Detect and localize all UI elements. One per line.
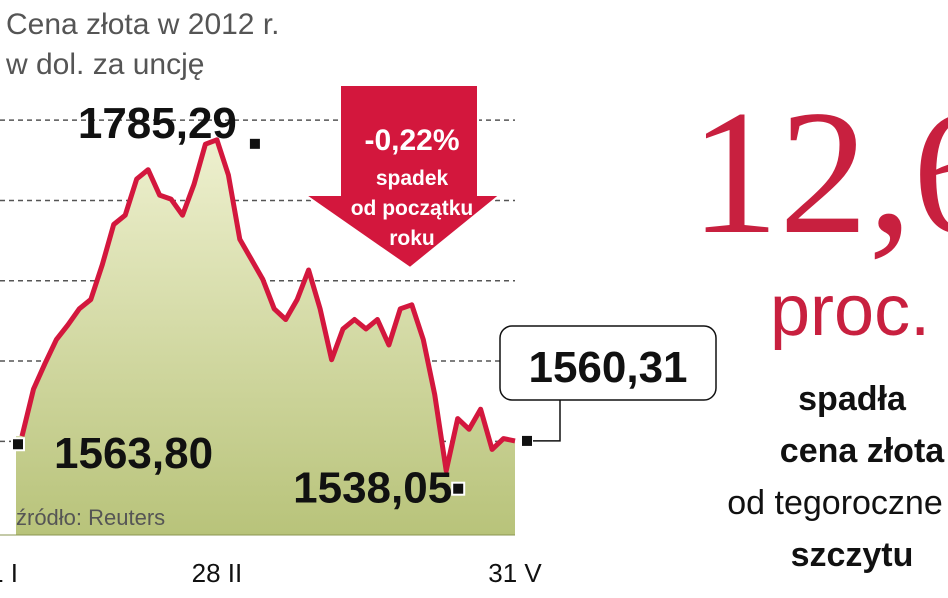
headline-text: szczytu (791, 536, 914, 574)
change-text: od początku (351, 197, 474, 220)
headline-text: spadła (798, 380, 907, 418)
value-label: 1560,31 (528, 343, 687, 392)
source: źródło: Reuters (16, 505, 165, 530)
point-marker (451, 481, 466, 496)
x-tick-label: 1 I (0, 558, 18, 588)
callout-box (499, 325, 717, 401)
headline-text: cena złota (780, 432, 945, 470)
value-label: 1563,80 (54, 429, 213, 478)
headline: 12,6 (690, 73, 948, 271)
point-marker (247, 136, 262, 151)
headline-unit: proc. (770, 271, 930, 351)
callout-line (533, 398, 561, 442)
chart-title: Cena złota w 2012 r. (6, 8, 280, 41)
point-marker (11, 437, 25, 452)
area (16, 139, 515, 536)
value-label: 1785,29 (78, 99, 237, 148)
change-text: spadek (376, 167, 449, 190)
headline-text: od tegoroczne (727, 484, 943, 522)
x-tick-label: 28 II (192, 558, 243, 588)
x-tick-label: 31 V (488, 558, 542, 588)
change-label: -0,22% (364, 124, 459, 157)
value-label: 1538,05 (293, 464, 452, 513)
change-text: roku (389, 227, 435, 250)
chart-subtitle: w dol. za uncję (5, 48, 204, 81)
price-line (19, 137, 516, 474)
point-marker (520, 433, 534, 448)
change-arrow (301, 84, 503, 270)
